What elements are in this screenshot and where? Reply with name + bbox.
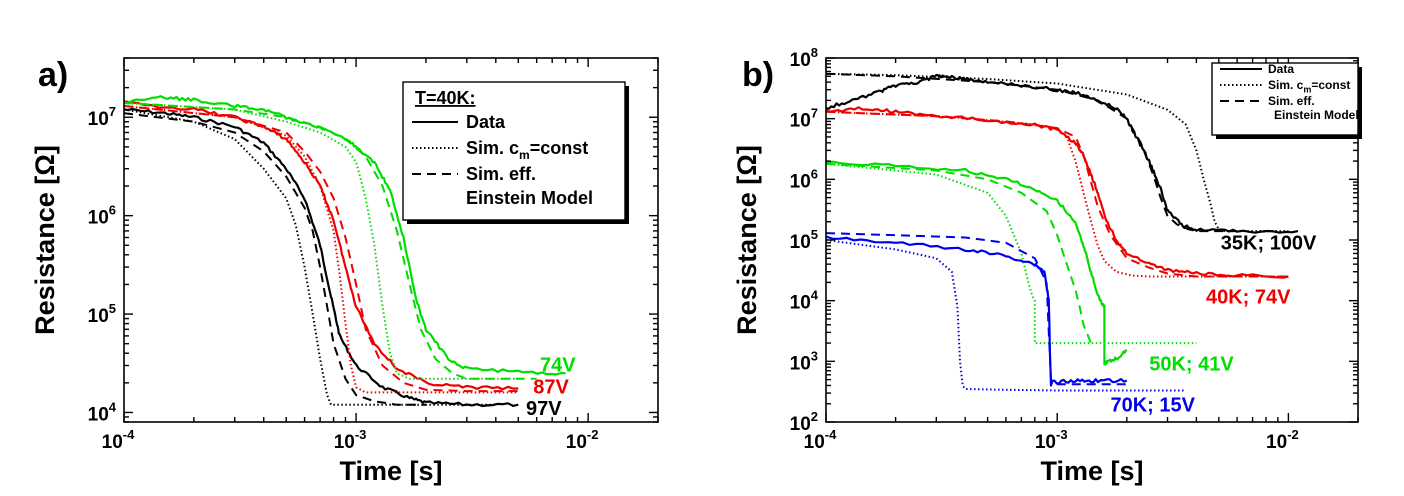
x-tick-label: 10-2 xyxy=(566,427,599,453)
legend-label: Sim. cm=const xyxy=(466,138,588,162)
legend-label: Sim. eff. xyxy=(466,164,536,184)
curve-annotation: 97V xyxy=(526,398,562,420)
x-tick-label: 10-2 xyxy=(1266,427,1299,453)
series-line-dashed xyxy=(124,101,537,380)
series-line-dashed xyxy=(826,72,1238,233)
y-tick-label: 105 xyxy=(88,301,116,327)
legend-label: Sim. eff. xyxy=(1268,94,1315,108)
series-line-dotted xyxy=(826,239,1186,392)
series-line-dashed xyxy=(124,105,519,393)
legend-label: Data xyxy=(1268,62,1294,76)
x-axis-label: Time [s] xyxy=(1040,456,1143,486)
series-group xyxy=(826,72,1299,392)
x-axis-label: Time [s] xyxy=(339,456,442,486)
y-tick-label: 107 xyxy=(790,106,818,132)
curve-annotation: 74V xyxy=(540,355,576,377)
legend-label: Data xyxy=(466,112,506,132)
series-line-dashed xyxy=(124,112,426,406)
curve-annotation: 87V xyxy=(533,377,569,399)
chart-panel-1: a) 10-4 10-3 10-2 104 105 106 107 Time [s] Resist… xyxy=(30,56,659,486)
x-tick-label: 10-3 xyxy=(1035,427,1068,453)
y-axis-label: Resistance [Ω] xyxy=(732,145,762,335)
series-line-dotted xyxy=(826,162,1197,345)
series-group xyxy=(124,95,566,408)
curve-annotation: 35K; 100V xyxy=(1221,232,1317,254)
plot-frame xyxy=(123,57,659,423)
legend-label: Sim. cm=const xyxy=(1268,78,1350,95)
y-tick-label: 106 xyxy=(88,203,116,229)
panel-label: a) xyxy=(38,56,68,94)
series-line-dashed xyxy=(826,110,1289,278)
series-line-dotted xyxy=(124,108,496,406)
series-line-solid xyxy=(124,100,519,391)
y-tick-label: 104 xyxy=(88,399,117,425)
series-line-dashed xyxy=(826,162,1092,344)
curve-annotation: 40K; 74V xyxy=(1206,286,1291,308)
y-tick-label: 105 xyxy=(790,227,818,253)
y-tick-label: 108 xyxy=(790,45,818,71)
series-line-dotted xyxy=(826,72,1289,233)
legend-title: T=40K: xyxy=(415,88,476,108)
x-tick-label: 10-3 xyxy=(334,427,367,453)
legend-box xyxy=(402,81,626,221)
y-tick-label: 104 xyxy=(790,288,819,314)
x-tick-label: 10-4 xyxy=(804,427,837,453)
series-line-solid xyxy=(826,235,1128,387)
legend-box xyxy=(1211,62,1359,136)
series-line-solid xyxy=(826,73,1299,234)
y-tick-label: 107 xyxy=(88,104,116,130)
y-tick-label: 102 xyxy=(790,409,818,435)
legend-label: Einstein Model xyxy=(466,188,593,208)
legend-label: Einstein Model xyxy=(1274,108,1359,122)
curve-annotation: 50K; 41V xyxy=(1149,354,1234,376)
y-axis-label: Resistance [Ω] xyxy=(30,145,60,335)
series-line-dotted xyxy=(124,101,519,380)
series-line-solid xyxy=(124,95,566,376)
curve-annotation: 70K; 15V xyxy=(1110,394,1195,416)
panel-label: b) xyxy=(742,56,774,94)
x-tick-label: 10-4 xyxy=(102,427,135,453)
y-tick-label: 103 xyxy=(790,348,818,374)
series-line-solid xyxy=(826,160,1128,366)
series-line-solid xyxy=(124,107,519,408)
chart-panel-2: b) 10-4 10-3 10-2 102 103 104 105 106 107 108 Time … xyxy=(732,45,1362,486)
series-line-dashed xyxy=(826,232,1127,386)
y-tick-label: 106 xyxy=(790,166,818,192)
